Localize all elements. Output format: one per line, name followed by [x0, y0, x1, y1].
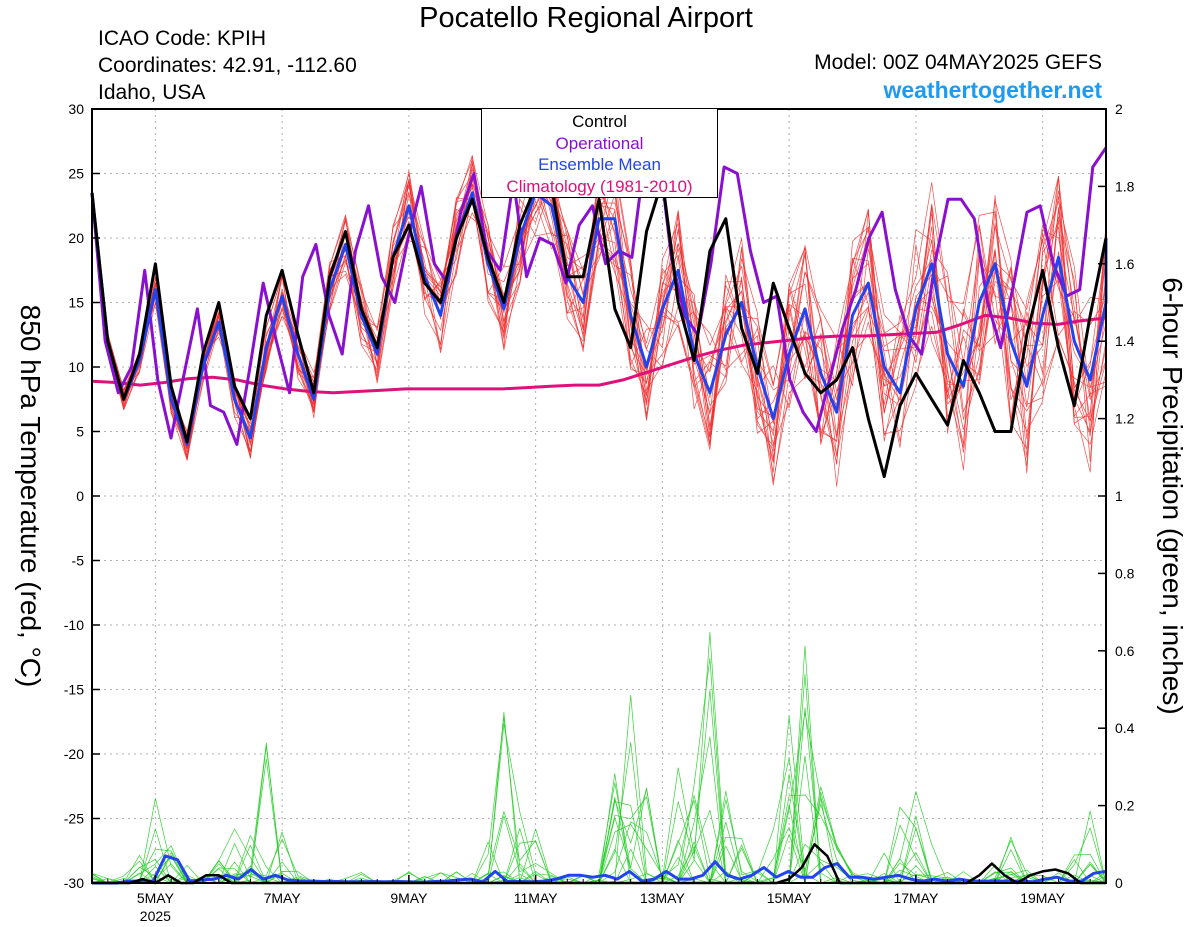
x-tick-label: 19MAY	[1020, 890, 1066, 906]
x-tick-label: 11MAY	[514, 890, 558, 906]
ensemble-member-precip-line	[91, 717, 1107, 884]
ensemble-member-precip-line	[91, 657, 1107, 884]
y-left-tick-label: 20	[68, 230, 84, 246]
x-tick-label: 7MAY	[264, 890, 302, 906]
x-tick-label: 5MAY	[137, 890, 175, 906]
x-tick-label: 13MAY	[640, 890, 686, 906]
y-right-tick-label: 0.6	[1115, 643, 1135, 659]
y-right-tick-label: 0.8	[1115, 565, 1135, 581]
y-right-tick-label: 0.2	[1115, 798, 1135, 814]
ensemble-member-precip-line	[91, 773, 1106, 884]
y-left-tick-label: 10	[68, 359, 84, 375]
ensemble-member-precip-line	[91, 631, 1107, 884]
ensemble-mean-line	[90, 191, 1108, 446]
ensemble-member-precip-line	[91, 742, 1107, 884]
ensemble-member-temperature-line	[91, 145, 1107, 466]
y-left-tick-label: -15	[64, 682, 84, 698]
control-line	[90, 178, 1108, 479]
y-left-tick-label: 15	[68, 295, 84, 311]
y-left-tick-label: 30	[68, 101, 84, 117]
ensemble-member-precip-line	[91, 736, 1106, 884]
x-tick-label: 15MAY	[767, 890, 813, 906]
y-right-tick-label: 0.4	[1115, 720, 1135, 736]
model-run: Model: 00Z 04MAY2025 GEFS	[814, 51, 1102, 74]
y-left-tick-label: -10	[64, 617, 84, 633]
x-tick-sublabel: 2025	[140, 908, 171, 924]
coordinates: Coordinates: 42.91, -112.60	[98, 54, 357, 77]
ensemble-member-precip-line	[91, 806, 1107, 884]
ensemble-member-precip-line	[92, 707, 1106, 884]
y-right-tick-label: 2	[1115, 101, 1123, 117]
y-axis-left-label: 850 hPa Temperature (red, °C)	[15, 304, 46, 688]
region: Idaho, USA	[98, 81, 206, 104]
y-left-tick-label: -5	[72, 553, 85, 569]
operational-line	[90, 146, 1108, 446]
x-tick-label: 17MAY	[893, 890, 939, 906]
y-left-tick-label: -30	[64, 875, 84, 891]
ensemble-member-precip-line	[91, 712, 1107, 884]
y-right-tick-label: 1.4	[1115, 333, 1135, 349]
ensemble-member-precip-line	[92, 715, 1107, 884]
y-right-tick-label: 1.6	[1115, 256, 1135, 272]
legend-control: Control	[572, 112, 627, 131]
website-link[interactable]: weathertogether.net	[883, 77, 1102, 103]
ensemble-member-precip-line	[91, 673, 1107, 884]
legend-operational: Operational	[555, 133, 644, 153]
ensemble-member-precip-line	[92, 694, 1107, 884]
legend-ensemble-mean: Ensemble Mean	[538, 155, 661, 174]
y-right-tick-label: 1.2	[1115, 411, 1135, 427]
y-axis-right-label: 6-hour Precipitation (green, inches)	[1157, 277, 1188, 715]
icao-code: ICAO Code: KPIH	[98, 27, 267, 50]
x-tick-label: 9MAY	[390, 890, 428, 906]
y-left-tick-label: 25	[68, 166, 84, 182]
y-right-tick-label: 0	[1115, 875, 1123, 891]
legend: Control Operational Ensemble Mean Climat…	[481, 108, 718, 198]
page-title: Pocatello Regional Airport	[419, 2, 753, 34]
y-left-tick-label: 5	[76, 424, 84, 440]
y-right-tick-label: 1	[1115, 488, 1123, 504]
y-left-tick-label: 0	[76, 488, 84, 504]
y-left-tick-label: -25	[64, 811, 84, 827]
legend-climatology: Climatology (1981-2010)	[506, 176, 693, 196]
y-left-tick-label: -20	[64, 746, 84, 762]
y-right-tick-label: 1.8	[1115, 178, 1135, 194]
ensemble-mean-precip-line	[92, 854, 1107, 885]
